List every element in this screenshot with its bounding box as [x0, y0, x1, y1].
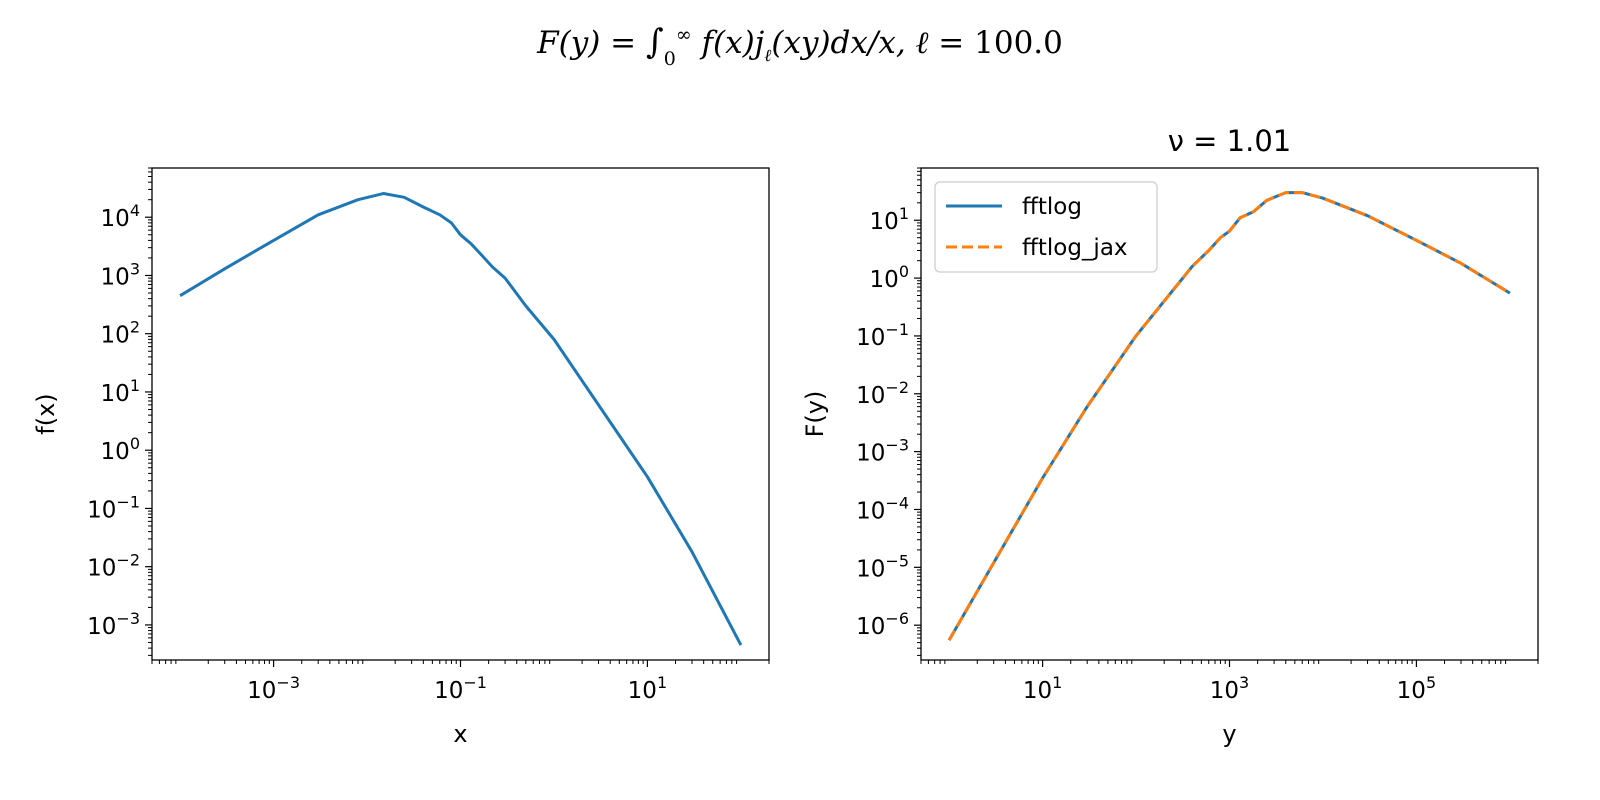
- y-tick-label: 102: [101, 318, 140, 349]
- x-tick-label: 10−3: [247, 673, 300, 704]
- plot-frame: [920, 167, 1539, 661]
- x-tick-label: 101: [628, 673, 667, 704]
- chart-2: 101 103 105 101 100 10−1 10−2 10−3 10−4 10−5 10−6 y…: [801, 124, 1539, 748]
- y-tick-label: 10−1: [856, 320, 909, 351]
- legend-label-fftlog_jax: fftlog_jax: [1022, 235, 1128, 261]
- y-tick-label: 10−3: [856, 436, 909, 467]
- x-axis-label: y: [1222, 720, 1236, 748]
- plot-frame: [151, 167, 770, 661]
- legend-label-fftlog: fftlog: [1022, 194, 1082, 220]
- y-axis-label: F(y): [801, 391, 829, 438]
- chart-1: 10−3 10−1 101 104 103 102 101 100 10−1 10−2 10−3 x f…: [32, 167, 770, 748]
- y-tick-label: 10−6: [856, 609, 909, 640]
- y-tick-label: 104: [101, 201, 140, 232]
- y-tick-label: 100: [101, 434, 140, 465]
- x-tick-label: 10−1: [434, 673, 487, 704]
- series-line-1: [179, 192, 743, 646]
- figure-suptitle: F(y) = ∫0∞ f(x)jℓ(xy)dx/x, ℓ = 100.0: [537, 22, 1063, 70]
- x-tick-label: 101: [1023, 673, 1062, 704]
- y-tick-label: 101: [870, 204, 909, 235]
- y-tick-label: 10−2: [856, 378, 909, 409]
- x-tick-label: 103: [1210, 673, 1249, 704]
- y-tick-label: 101: [101, 376, 140, 407]
- chart-title: ν = 1.01: [1168, 124, 1292, 158]
- y-tick-label: 10−5: [856, 551, 909, 582]
- legend: fftlog fftlog_jax: [934, 181, 1158, 273]
- y-tick-label: 100: [870, 262, 909, 293]
- y-axis-label: f(x): [32, 393, 60, 434]
- series-line-fftlog_jax: [947, 191, 1511, 641]
- y-tick-label: 10−3: [87, 609, 140, 640]
- x-tick-label: 105: [1397, 673, 1436, 704]
- y-tick-label: 10−2: [87, 551, 140, 582]
- y-tick-label: 103: [101, 259, 140, 290]
- y-tick-label: 10−1: [87, 492, 140, 523]
- y-tick-label: 10−4: [856, 493, 909, 524]
- x-axis-label: x: [453, 720, 467, 748]
